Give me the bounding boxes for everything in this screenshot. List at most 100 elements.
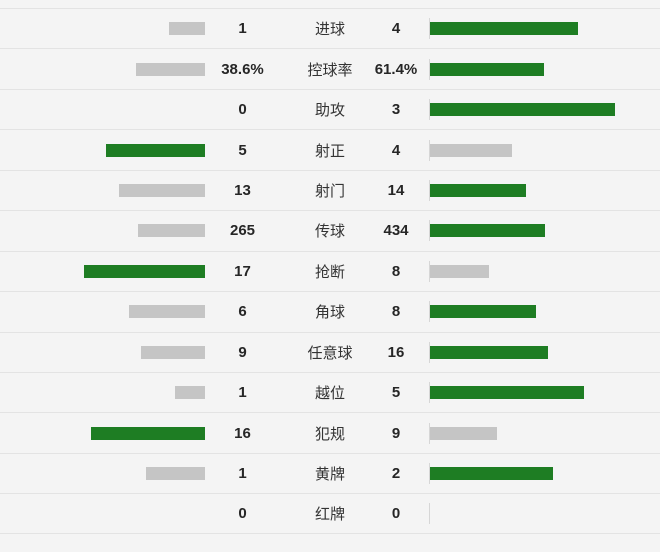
left-bar-cell [0, 373, 205, 412]
right-team-bar [430, 224, 545, 238]
axis-tick [429, 301, 430, 323]
right-team-value: 3 [391, 101, 401, 119]
axis-tick [429, 260, 430, 282]
stat-label: 红牌 [314, 505, 345, 523]
right-team-value: 0 [391, 504, 401, 522]
axis-tick [429, 179, 430, 201]
right-bar-cell [429, 252, 660, 291]
axis-tick [429, 18, 430, 40]
right-team-value: 9 [391, 424, 401, 442]
right-team-value: 14 [387, 181, 405, 199]
left-team-bar [83, 264, 205, 278]
right-team-value: 61.4% [374, 60, 418, 78]
stat-label: 抢断 [314, 263, 345, 281]
stat-row: 265 传球 434 [0, 210, 660, 250]
stat-row: 1 黄牌 2 [0, 452, 660, 493]
stat-label: 控球率 [307, 61, 353, 79]
left-team-value: 17 [234, 262, 251, 280]
right-team-bar [430, 305, 536, 319]
stat-row: 0 助攻 3 [0, 88, 660, 129]
left-team-value: 38.6% [221, 60, 264, 78]
stats-list: 1 进球 4 38.6% 控球率 61.4% 0 助攻 3 [0, 8, 660, 534]
stat-label: 角球 [314, 304, 345, 322]
stat-row: 1 进球 4 [0, 8, 660, 48]
left-team-value: 0 [238, 101, 247, 119]
left-team-bar [106, 143, 205, 157]
left-team-value: 5 [238, 141, 247, 159]
left-team-bar [91, 426, 205, 440]
left-bar-cell [0, 413, 205, 452]
left-team-value: 9 [238, 343, 247, 361]
left-team-value: 1 [238, 465, 247, 483]
stat-label: 射正 [314, 142, 345, 160]
stat-label: 黄牌 [314, 466, 345, 484]
stat-label: 犯规 [314, 425, 345, 443]
left-team-bar [169, 22, 205, 36]
left-bar-cell [0, 494, 205, 532]
right-bar-cell [429, 211, 660, 250]
left-team-bar [145, 467, 205, 481]
right-bar-cell [429, 413, 660, 452]
left-bar-cell [0, 9, 205, 48]
left-bar-cell [0, 454, 205, 493]
right-bar-cell [429, 49, 660, 88]
stat-row: 9 任意球 16 [0, 331, 660, 372]
right-bar-cell [429, 333, 660, 372]
left-bar-cell [0, 333, 205, 372]
stat-row: 16 犯规 9 [0, 412, 660, 452]
axis-tick [429, 139, 430, 161]
stat-row: 13 射门 14 [0, 169, 660, 210]
left-bar-cell [0, 292, 205, 331]
stat-label: 任意球 [307, 344, 353, 362]
left-bar-cell [0, 90, 205, 129]
axis-tick [429, 463, 430, 485]
stat-label: 传球 [314, 223, 345, 241]
left-team-bar [137, 224, 205, 238]
left-team-value: 1 [238, 384, 247, 402]
right-bar-cell [429, 171, 660, 210]
right-bar-cell [429, 373, 660, 412]
right-team-value: 16 [387, 343, 405, 361]
axis-tick [429, 58, 430, 80]
axis-tick [429, 502, 430, 524]
left-team-value: 13 [234, 181, 251, 199]
stat-row: 38.6% 控球率 61.4% [0, 48, 660, 88]
right-team-bar [430, 183, 526, 197]
right-team-value: 4 [391, 20, 401, 38]
right-bar-cell [429, 454, 660, 493]
right-team-value: 5 [391, 384, 401, 402]
stat-row: 17 抢断 8 [0, 250, 660, 291]
left-team-value: 0 [238, 504, 247, 522]
axis-tick [429, 341, 430, 363]
stat-label: 越位 [314, 385, 345, 403]
left-bar-cell [0, 49, 205, 88]
left-team-bar [140, 345, 205, 359]
left-team-value: 16 [234, 424, 251, 442]
right-team-bar [430, 264, 490, 278]
right-bar-cell [429, 292, 660, 331]
right-team-value: 4 [391, 141, 401, 159]
right-team-bar [430, 345, 549, 359]
right-team-value: 434 [383, 222, 409, 240]
stat-row: 6 角球 8 [0, 291, 660, 331]
axis-tick [429, 382, 430, 404]
right-team-bar [430, 103, 615, 117]
right-bar-cell [429, 130, 660, 169]
left-bar-cell [0, 130, 205, 169]
right-team-value: 8 [391, 262, 401, 280]
left-bar-cell [0, 171, 205, 210]
stat-row: 0 红牌 0 [0, 493, 660, 534]
axis-tick [429, 99, 430, 121]
left-bar-cell [0, 211, 205, 250]
axis-tick [429, 422, 430, 444]
right-bar-cell [429, 494, 660, 532]
right-bar-cell [429, 90, 660, 129]
right-team-bar [430, 62, 544, 76]
right-team-bar [430, 22, 578, 36]
stat-row: 1 越位 5 [0, 371, 660, 412]
right-bar-cell [429, 9, 660, 48]
right-team-bar [430, 143, 513, 157]
stat-row: 5 射正 4 [0, 129, 660, 169]
stat-label: 进球 [314, 21, 345, 39]
